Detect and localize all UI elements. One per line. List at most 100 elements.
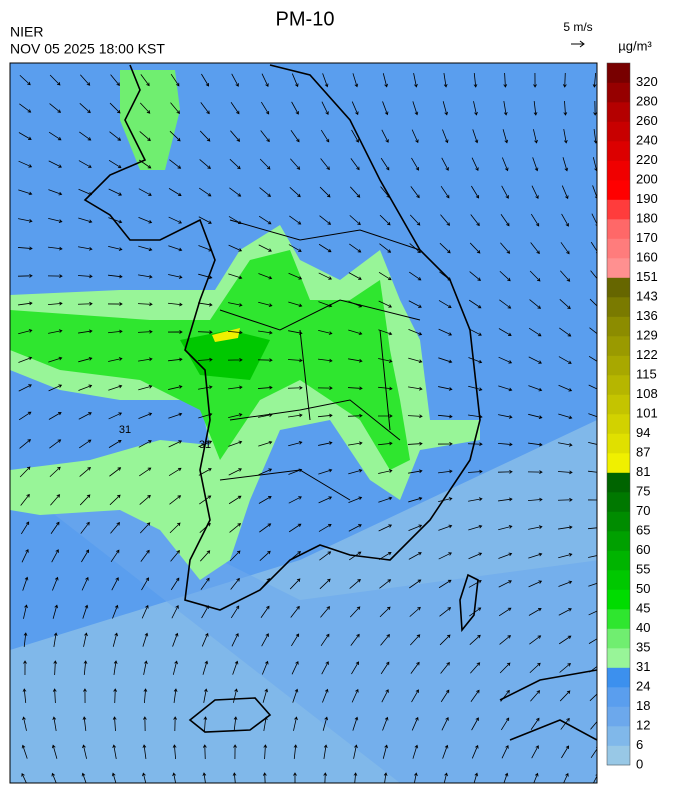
wind-arrow [143, 716, 147, 732]
wind-arrow [21, 548, 29, 563]
color-swatch [607, 316, 630, 337]
wind-arrow [203, 688, 208, 703]
wind-arrow [289, 578, 301, 590]
color-swatch [607, 160, 630, 181]
wind-arrow [468, 580, 482, 588]
wind-arrow [321, 661, 329, 675]
wind-arrow [438, 524, 453, 531]
wind-arrow [347, 413, 363, 418]
wind-arrow [18, 218, 33, 223]
wind-arrow [529, 270, 541, 282]
wind-arrow [49, 439, 62, 449]
wind-arrow [81, 772, 87, 783]
color-swatch [607, 355, 630, 376]
wind-arrow [558, 384, 573, 392]
wind-arrow [321, 101, 329, 115]
color-swatch [607, 199, 630, 220]
wind-arrow [442, 101, 449, 116]
wind-arrow [561, 745, 570, 759]
wind-arrow [169, 522, 181, 534]
wind-arrow [257, 385, 273, 390]
wind-arrow [112, 744, 117, 759]
wind-arrow [353, 744, 358, 759]
wind-arrow [169, 130, 181, 142]
colorbar-frame [606, 62, 631, 766]
wind-arrow [228, 244, 243, 252]
wind-arrow [137, 302, 153, 307]
wind-arrow [499, 662, 511, 674]
wind-arrow [22, 688, 27, 704]
wind-arrow [168, 440, 183, 448]
wind-arrow [439, 271, 452, 281]
wind-arrow [349, 215, 361, 226]
wind-arrow [347, 386, 363, 391]
wind-arrow [438, 552, 452, 560]
wind-arrow [442, 129, 449, 144]
wind-arrow [291, 660, 299, 675]
wind-arrow [592, 72, 597, 88]
wind-arrow [442, 744, 449, 759]
contour-label: 31 [119, 424, 131, 436]
wind-arrow [290, 130, 300, 143]
color-swatch [607, 394, 630, 415]
wind-arrow [319, 551, 332, 561]
wind-arrow [51, 744, 58, 759]
wind-arrow [588, 355, 597, 362]
wind-arrow [501, 185, 509, 199]
wind-arrow [169, 159, 182, 169]
wind-arrow [323, 772, 328, 783]
wind-arrow [198, 187, 212, 197]
wind-arrow [172, 744, 177, 760]
wind-arrow [108, 384, 123, 391]
wind-arrow [411, 689, 419, 703]
wind-arrow [227, 330, 243, 335]
wind-arrow [113, 660, 118, 675]
colorbar-label: 40 [636, 620, 650, 635]
colorbar-label: 143 [636, 288, 658, 303]
wind-arrow [473, 772, 479, 783]
wind-arrow [167, 302, 183, 307]
pollution-field [10, 480, 597, 783]
wind-arrow [497, 442, 513, 447]
wind-arrow [261, 633, 269, 647]
wind-arrow [230, 605, 240, 619]
wind-arrow [78, 384, 93, 391]
wind-arrow [440, 689, 450, 703]
colorbar-label: 31 [636, 659, 650, 674]
wind-arrow [23, 604, 28, 619]
color-swatch [607, 609, 630, 629]
wind-arrow [500, 689, 510, 702]
wind-arrow [228, 216, 242, 224]
wind-arrow [498, 414, 513, 419]
wind-arrow [18, 132, 32, 140]
wind-arrow [351, 661, 359, 675]
wind-arrow [413, 73, 418, 88]
wind-arrow [79, 131, 92, 141]
wind-arrow [260, 578, 271, 590]
color-swatch [607, 667, 630, 688]
wind-arrow [19, 439, 32, 449]
wind-arrow [408, 357, 423, 364]
wind-arrow [230, 130, 241, 142]
wind-arrow [562, 157, 569, 172]
wind-arrow [19, 74, 31, 86]
wind-arrow [109, 102, 121, 114]
wind-arrow [77, 301, 93, 306]
wind-arrow [48, 189, 63, 196]
wind-arrow [229, 187, 242, 197]
wind-arrow [438, 328, 453, 336]
wind-arrow [318, 329, 333, 335]
wind-arrow [498, 328, 512, 336]
wind-arrow [258, 301, 273, 307]
wind-arrow [498, 356, 513, 364]
wind-arrow [293, 716, 298, 731]
wind-arrow [501, 744, 509, 759]
wind-arrow [348, 468, 363, 475]
wind-arrow [49, 103, 62, 113]
wind-arrow [528, 356, 542, 364]
wind-arrow [350, 158, 360, 171]
wind-arrow [48, 131, 62, 141]
wind-arrow [108, 159, 122, 169]
wind-arrow [109, 467, 122, 477]
wind-arrow [558, 580, 573, 587]
